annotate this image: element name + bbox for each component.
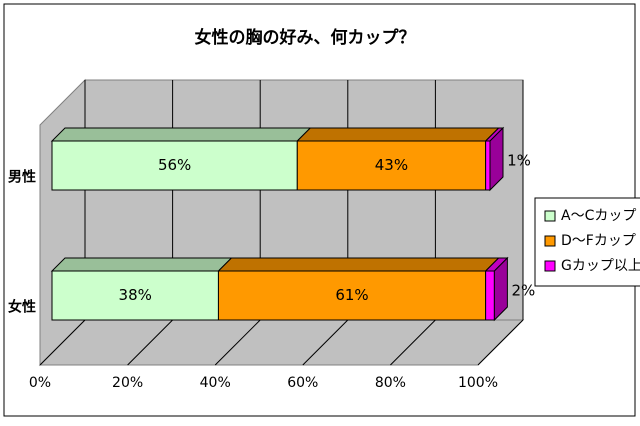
legend-swatch xyxy=(544,235,556,247)
bar xyxy=(296,140,487,191)
value-label: 56% xyxy=(158,156,191,174)
grid-line xyxy=(390,319,436,366)
grid-line xyxy=(302,319,349,366)
legend-label: Gカップ以上 xyxy=(561,258,640,274)
side-wall xyxy=(39,78,86,367)
legend-label: D～Fカップ xyxy=(561,233,636,249)
value-label: 2% xyxy=(511,282,535,300)
legend-swatch xyxy=(544,260,556,272)
value-label: 43% xyxy=(375,156,408,174)
grid-line xyxy=(127,319,173,366)
x-tick-label: 20% xyxy=(112,375,143,391)
bar xyxy=(485,140,491,191)
value-label: 1% xyxy=(507,152,531,170)
legend-swatch xyxy=(544,210,556,222)
grid-line xyxy=(214,319,261,366)
chart-title: 女性の胸の好み、何カップ？ xyxy=(195,27,416,48)
grid-line xyxy=(477,319,524,366)
floor xyxy=(38,319,525,366)
value-label: 61% xyxy=(335,286,368,304)
x-tick-label: 40% xyxy=(200,375,231,391)
grid-line xyxy=(39,319,86,366)
bar-top xyxy=(50,127,312,142)
bar-side xyxy=(489,126,504,192)
y-tick-label: 女性 xyxy=(8,299,36,316)
y-tick-label: 男性 xyxy=(8,169,36,186)
x-tick-label: 80% xyxy=(375,375,406,391)
bar xyxy=(485,270,495,321)
bar-side xyxy=(493,256,508,322)
legend-label: A～Cカップ xyxy=(561,208,636,224)
bar xyxy=(51,140,298,191)
x-tick-label: 0% xyxy=(29,375,51,391)
bar-top xyxy=(217,257,500,272)
x-tick-label: 60% xyxy=(287,375,318,391)
bar-top xyxy=(50,257,233,272)
bar xyxy=(217,270,487,321)
x-tick-label: 100% xyxy=(458,375,498,391)
bar-top xyxy=(296,127,500,142)
bar xyxy=(51,270,219,321)
value-label: 38% xyxy=(119,286,152,304)
